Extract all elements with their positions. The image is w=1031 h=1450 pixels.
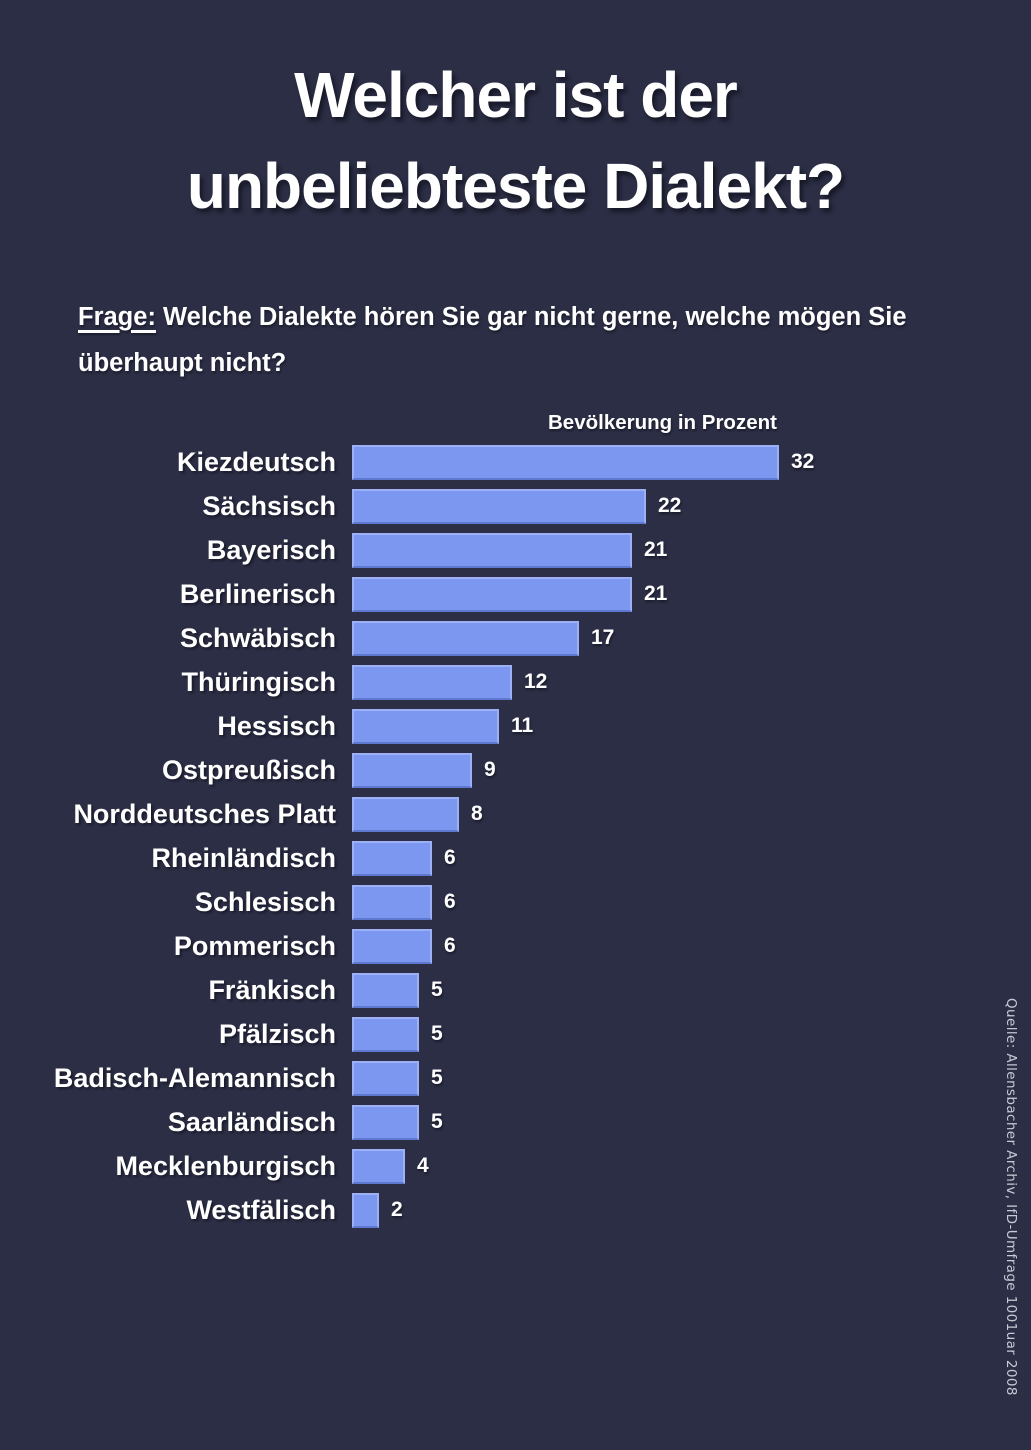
bar [352,1060,419,1096]
source-credit: Quelle: Allensbacher Archiv, IfD-Umfrage… [1003,998,1019,1396]
bar-category-label: Hessisch [217,710,336,741]
bar-row: Fränkisch 5 [0,972,1031,1008]
bar-category-label: Ostpreußisch [161,754,336,785]
bar-row: Thüringisch 12 [0,664,1031,700]
bar-row: Pfälzisch 5 [0,1016,1031,1052]
bar [352,488,646,524]
bar-row: Sächsisch 22 [0,488,1031,524]
bar-value-label: 2 [391,1198,403,1222]
bar-value-label: 6 [444,890,456,914]
bar-value-label: 17 [591,626,615,650]
bar-chart: Bevölkerung in Prozent Kiezdeutsch 32 Sä… [0,411,1031,1228]
bar [352,576,632,612]
bar-value-label: 9 [484,758,496,782]
bar-category-label: Schwäbisch [179,622,336,653]
bar-row: Berlinerisch 21 [0,576,1031,612]
bar-value-label: 4 [417,1154,429,1178]
bar-row: Schlesisch 6 [0,884,1031,920]
bar-value-label: 11 [511,714,534,738]
page-title: Welcher ist der unbeliebteste Dialekt? [20,50,1011,232]
bar-row: Norddeutsches Platt 8 [0,796,1031,832]
bar [352,620,579,656]
bar [352,928,432,964]
chart-rows: Kiezdeutsch 32 Sächsisch 22 Bayerisch 21… [0,444,1031,1228]
bar-value-label: 6 [444,934,456,958]
bar-value-label: 5 [431,978,443,1002]
bar-category-label: Pfälzisch [218,1018,336,1049]
bar-category-label: Rheinländisch [151,842,336,873]
bar-category-label: Schlesisch [194,886,336,917]
bar-category-label: Thüringisch [181,666,337,697]
bar-value-label: 22 [658,494,682,518]
bar-row: Bayerisch 21 [0,532,1031,568]
bar [352,1192,379,1228]
bar-value-label: 5 [431,1110,443,1134]
bar-value-label: 12 [524,670,548,694]
chart-axis-header: Bevölkerung in Prozent [548,410,777,434]
bar-row: Badisch-Alemannisch 5 [0,1060,1031,1096]
poster-header: Welcher ist der unbeliebteste Dialekt? F… [0,50,1031,387]
bar [352,664,512,700]
bar [352,1148,405,1184]
bar-category-label: Mecklenburgisch [115,1150,336,1181]
bar-row: Pommerisch 6 [0,928,1031,964]
survey-question: Frage: Welche Dialekte hören Sie gar nic… [78,294,943,387]
bar-row: Kiezdeutsch 32 [0,444,1031,480]
bar [352,708,499,744]
bar-value-label: 5 [431,1066,443,1090]
bar-row: Ostpreußisch 9 [0,752,1031,788]
bar [352,1104,419,1140]
bar-category-label: Sächsisch [202,490,336,521]
question-label: Frage: [78,302,156,331]
bar-value-label: 32 [791,450,815,474]
title-line-2: unbeliebteste Dialekt? [186,149,845,222]
title-line-1: Welcher ist der [294,59,738,131]
bar-row: Mecklenburgisch 4 [0,1148,1031,1184]
bar-value-label: 21 [644,538,668,562]
bar [352,532,632,568]
bar [352,884,432,920]
bar-value-label: 8 [471,802,483,826]
bar [352,796,459,832]
bar-category-label: Norddeutsches Platt [73,798,336,829]
bar-row: Saarländisch 5 [0,1104,1031,1140]
bar-category-label: Berlinerisch [179,578,336,609]
bar-category-label: Pommerisch [173,930,336,961]
bar [352,752,472,788]
bar-value-label: 6 [444,846,456,870]
bar-category-label: Kiezdeutsch [176,446,336,477]
bar-value-label: 5 [431,1022,443,1046]
bar-row: Hessisch 11 [0,708,1031,744]
bar-category-label: Saarländisch [167,1106,336,1137]
bar [352,1016,419,1052]
bar-category-label: Bayerisch [206,534,336,565]
bar-category-label: Fränkisch [208,974,336,1005]
question-text: Welche Dialekte hören Sie gar nicht gern… [78,302,907,378]
bar [352,972,419,1008]
bar [352,840,432,876]
bar [352,444,779,480]
bar-row: Schwäbisch 17 [0,620,1031,656]
bar-row: Rheinländisch 6 [0,840,1031,876]
bar-category-label: Westfälisch [186,1194,336,1225]
bar-value-label: 21 [644,582,668,606]
bar-row: Westfälisch 2 [0,1192,1031,1228]
bar-category-label: Badisch-Alemannisch [53,1062,336,1093]
